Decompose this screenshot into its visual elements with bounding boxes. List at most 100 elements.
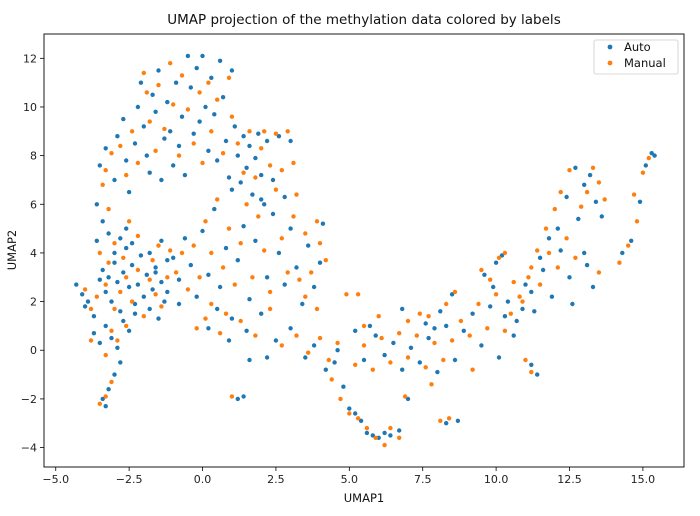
- point-auto: [185, 53, 191, 59]
- point-auto: [502, 314, 508, 319]
- point-auto: [153, 265, 158, 270]
- point-manual: [379, 335, 384, 341]
- point-auto: [593, 199, 599, 204]
- point-auto: [282, 194, 287, 200]
- point-auto: [652, 153, 657, 158]
- point-auto: [182, 236, 188, 241]
- point-auto: [206, 272, 211, 277]
- point-auto: [159, 279, 164, 285]
- point-auto: [426, 335, 431, 341]
- point-auto: [121, 318, 126, 324]
- point-auto: [259, 197, 264, 202]
- point-manual: [458, 318, 464, 324]
- point-auto: [358, 418, 364, 423]
- point-auto: [567, 275, 572, 280]
- x-axis-ticks: −5.0 −2.5 0.0 2.5 5.0 7.5 10.0 12.5 15.0: [42, 467, 655, 486]
- point-manual: [326, 357, 331, 363]
- point-manual: [185, 287, 191, 292]
- point-auto: [391, 340, 396, 346]
- point-auto: [294, 265, 299, 270]
- point-auto: [590, 284, 596, 290]
- point-auto: [303, 355, 308, 360]
- point-auto: [241, 224, 246, 229]
- point-auto: [247, 143, 252, 149]
- point-auto: [288, 326, 293, 331]
- point-manual: [429, 382, 434, 387]
- point-auto: [496, 355, 502, 360]
- point-auto: [306, 243, 311, 248]
- point-auto: [176, 143, 182, 149]
- point-auto: [106, 387, 111, 392]
- plot-frame: [43, 33, 685, 468]
- point-auto: [241, 394, 246, 399]
- point-auto: [215, 306, 220, 312]
- point-manual: [206, 80, 211, 85]
- x-tick-label: 5.0: [341, 473, 359, 486]
- point-manual: [355, 416, 361, 421]
- point-auto: [373, 333, 378, 338]
- point-manual: [517, 294, 522, 299]
- point-manual: [438, 418, 443, 423]
- legend: Auto Manual: [593, 39, 679, 75]
- point-manual: [449, 338, 455, 343]
- point-auto: [235, 258, 240, 263]
- point-manual: [584, 189, 590, 195]
- point-manual: [215, 97, 220, 102]
- point-auto: [162, 136, 167, 141]
- point-auto: [505, 299, 511, 304]
- legend-box: [593, 39, 679, 75]
- point-manual: [103, 394, 108, 399]
- legend-marker-manual: [607, 60, 613, 66]
- point-auto: [452, 357, 458, 363]
- point-manual: [479, 267, 484, 273]
- point-auto: [138, 253, 144, 258]
- point-manual: [118, 289, 123, 295]
- point-auto: [200, 53, 205, 59]
- point-auto: [112, 260, 117, 265]
- point-manual: [129, 299, 135, 304]
- point-auto: [523, 282, 528, 287]
- x-tick-label: −2.5: [116, 473, 143, 486]
- point-manual: [355, 292, 361, 297]
- point-auto: [232, 124, 237, 129]
- point-auto: [558, 248, 563, 253]
- point-auto: [97, 277, 103, 282]
- point-auto: [493, 260, 499, 265]
- point-auto: [191, 131, 196, 136]
- point-auto: [273, 338, 279, 343]
- point-auto: [520, 306, 525, 312]
- point-auto: [382, 352, 387, 358]
- point-manual: [200, 160, 205, 166]
- point-auto: [165, 258, 170, 263]
- point-auto: [576, 216, 581, 222]
- point-manual: [444, 301, 449, 307]
- point-auto: [264, 138, 270, 144]
- point-manual: [414, 333, 419, 338]
- point-auto: [353, 328, 358, 333]
- point-manual: [626, 243, 631, 248]
- point-manual: [103, 352, 108, 358]
- point-manual: [94, 294, 100, 299]
- point-manual: [314, 306, 320, 312]
- point-manual: [493, 292, 499, 297]
- point-manual: [376, 314, 381, 319]
- point-manual: [253, 333, 258, 338]
- point-auto: [91, 331, 97, 336]
- point-manual: [291, 214, 296, 219]
- point-auto: [203, 104, 208, 110]
- legend-marker-auto: [607, 44, 613, 50]
- point-auto: [540, 267, 546, 273]
- point-auto: [176, 277, 182, 282]
- point-auto: [212, 206, 217, 212]
- x-axis-label: UMAP1: [344, 491, 384, 505]
- point-auto: [364, 430, 370, 436]
- point-auto: [250, 192, 255, 197]
- point-auto: [179, 114, 185, 119]
- point-auto: [564, 194, 569, 200]
- point-manual: [112, 241, 117, 246]
- point-auto: [582, 182, 587, 187]
- point-auto: [479, 343, 484, 348]
- point-manual: [640, 170, 646, 175]
- point-manual: [118, 143, 123, 149]
- point-auto: [408, 345, 414, 350]
